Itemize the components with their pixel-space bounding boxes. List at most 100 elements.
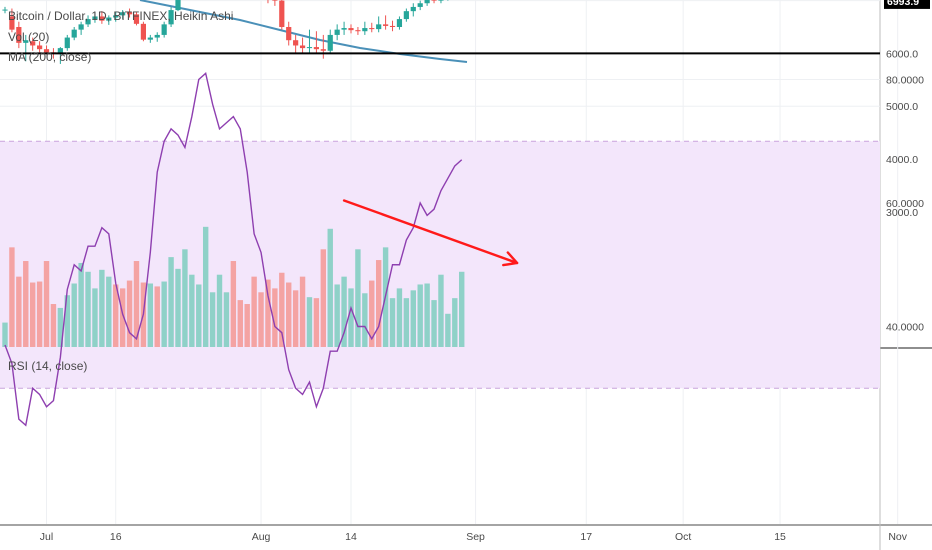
volume-bar: [369, 280, 375, 347]
date-tick-label: 15: [774, 531, 786, 543]
price-levels: [0, 52, 880, 55]
candle-body: [85, 19, 91, 25]
candle-body: [154, 34, 160, 38]
date-tick-label: Oct: [675, 531, 691, 543]
candle-body: [279, 0, 285, 27]
date-tick-label: Nov: [888, 531, 907, 543]
volume-bar: [410, 290, 416, 347]
volume-bar: [23, 261, 29, 347]
price-tick-label: 4000.0: [886, 154, 918, 166]
date-axis[interactable]: Jul 16 Aug 14 Sep 17 Oct 15 Nov: [40, 531, 908, 543]
volume-indicator-label[interactable]: Vol (20): [8, 30, 50, 44]
volume-bar: [182, 249, 188, 347]
rsi-indicator-label[interactable]: RSI (14, close): [8, 359, 88, 373]
candle-body: [9, 16, 15, 30]
volume-bar: [189, 274, 195, 347]
volume-bar: [459, 271, 465, 347]
volume-bar: [133, 261, 140, 347]
trend-arrow-head[interactable]: [502, 251, 519, 267]
volume-bar: [113, 284, 119, 347]
candle-body: [43, 49, 50, 53]
level-price-tag-bg: [884, 0, 930, 9]
candle-body: [424, 0, 430, 4]
volume-bar: [327, 228, 333, 347]
candle-body: [396, 19, 403, 27]
price-tick-label: 3000.0: [886, 207, 918, 219]
date-tick-label: Sep: [466, 531, 485, 543]
candle-body: [431, 0, 437, 1]
candle-body: [334, 29, 340, 35]
candle-body: [2, 9, 8, 11]
volume-bar: [306, 297, 313, 347]
volume-bar: [78, 262, 84, 347]
candle-body: [37, 45, 43, 50]
volume-bar: [92, 288, 98, 347]
volume-bar: [424, 283, 430, 347]
volume-bar: [119, 288, 126, 347]
candle-body: [355, 30, 361, 32]
volume-bar: [355, 249, 361, 347]
volume-bar: [99, 269, 105, 347]
volume-bar: [209, 292, 216, 347]
volume-bar: [445, 313, 451, 347]
candle-body: [410, 6, 416, 12]
symbol-title[interactable]: Bitcoin / Dollar, 1D, BITFINEX, Heikin A…: [8, 9, 234, 23]
candle-body: [376, 24, 382, 30]
volume-bar: [71, 283, 77, 347]
candle-body: [341, 28, 347, 30]
rsi-band-fill: [0, 141, 880, 389]
candle-body: [320, 49, 326, 51]
rsi-line: [4, 72, 463, 427]
candle-body: [348, 28, 354, 31]
trend-arrow-shaft[interactable]: [342, 199, 519, 265]
volume-bar: [417, 284, 423, 347]
volume-bar: [438, 274, 444, 347]
date-tick-label: 14: [345, 531, 357, 543]
volume-bar: [16, 276, 22, 347]
candle-body: [327, 34, 333, 51]
volume-bar: [43, 261, 50, 347]
volume-bar: [389, 298, 396, 347]
candles: [2, 0, 449, 64]
volume-bar: [403, 298, 410, 347]
candle-body: [16, 27, 22, 43]
candle-body: [272, 0, 278, 1]
ma-indicator-label[interactable]: MA (200, close): [8, 50, 92, 64]
date-tick-label: 17: [580, 531, 592, 543]
candle-body: [403, 11, 409, 20]
candle-body: [362, 28, 368, 32]
rsi-curve: [4, 72, 463, 427]
price-axis[interactable]: 9000.08000.07000.06000.05000.04000.03000…: [884, 0, 930, 334]
candle-body: [306, 47, 313, 49]
price-tick-label: 6000.0: [886, 48, 918, 60]
candle-body: [389, 25, 396, 27]
volume-bar: [202, 226, 209, 347]
candle-body: [383, 24, 389, 26]
candle-body: [417, 3, 423, 7]
volume-bar: [9, 247, 15, 347]
volume-bar: [334, 284, 340, 347]
volume-bar: [272, 288, 278, 347]
candle-body: [106, 17, 112, 21]
volume-bar: [223, 292, 230, 347]
candle-body: [286, 27, 292, 41]
volume-bar: [341, 276, 347, 347]
candle-body: [313, 47, 319, 50]
candle-body: [78, 24, 84, 30]
volume-bar: [237, 300, 243, 347]
candle-body: [113, 15, 119, 18]
candle-body: [126, 12, 133, 15]
candle-body: [23, 40, 29, 43]
volume-bar: [265, 279, 271, 347]
volume-bar: [57, 307, 64, 347]
candle-body: [133, 14, 140, 24]
volume-bar: [320, 249, 327, 347]
volume-bar: [175, 268, 181, 347]
trend-arrow-annotation[interactable]: [342, 199, 519, 267]
volume-bar: [313, 298, 320, 347]
volume-bar: [292, 290, 299, 347]
volume-bar: [258, 292, 264, 347]
volume-bar: [299, 276, 306, 347]
volume-bar: [396, 288, 403, 347]
